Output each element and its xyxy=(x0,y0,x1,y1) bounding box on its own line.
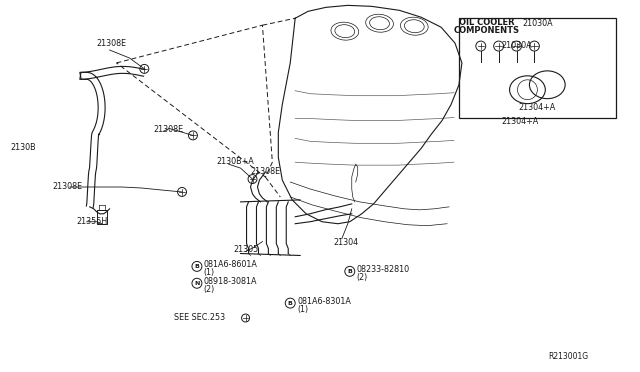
Text: COMPONENTS: COMPONENTS xyxy=(454,26,520,35)
Text: 08918-3081A: 08918-3081A xyxy=(204,277,257,286)
Text: B: B xyxy=(195,264,200,269)
Text: 21304+A: 21304+A xyxy=(519,103,556,112)
Text: 21308E: 21308E xyxy=(250,167,281,176)
Text: 2130B: 2130B xyxy=(10,143,36,152)
Text: 08233-82810: 08233-82810 xyxy=(356,265,410,275)
Text: (2): (2) xyxy=(356,273,368,282)
Text: (2): (2) xyxy=(204,285,215,294)
Text: 2130B+A: 2130B+A xyxy=(217,157,255,166)
Text: 081A6-8301A: 081A6-8301A xyxy=(297,297,351,306)
Text: 21308E: 21308E xyxy=(52,182,82,191)
Text: 21308E: 21308E xyxy=(97,39,127,48)
Text: 21304+A: 21304+A xyxy=(502,118,539,126)
Text: (1): (1) xyxy=(204,268,215,277)
Text: 21304: 21304 xyxy=(333,238,358,247)
Text: B: B xyxy=(288,301,292,306)
Text: SEE SEC.253: SEE SEC.253 xyxy=(174,313,225,322)
Text: N: N xyxy=(194,281,200,286)
Bar xyxy=(97,210,107,224)
Bar xyxy=(459,18,616,118)
Text: 21030A: 21030A xyxy=(522,19,553,28)
Text: OIL COOLER: OIL COOLER xyxy=(459,18,515,27)
Text: 081A6-8601A: 081A6-8601A xyxy=(204,260,258,269)
Text: 21030A: 21030A xyxy=(502,41,532,50)
Text: 21305: 21305 xyxy=(234,244,259,253)
Text: R213001G: R213001G xyxy=(548,352,588,361)
Text: 21355H: 21355H xyxy=(77,217,108,226)
Text: B: B xyxy=(348,269,352,274)
Text: (1): (1) xyxy=(297,305,308,314)
Text: 21308E: 21308E xyxy=(153,125,184,134)
